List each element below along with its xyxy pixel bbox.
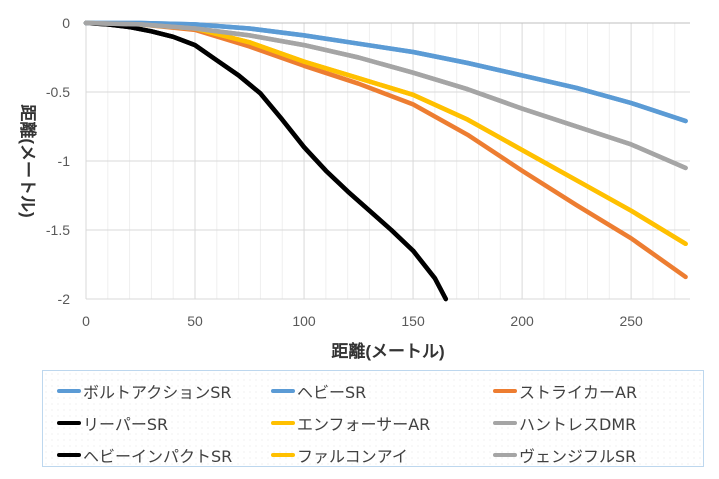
legend-label: リーパーSR (83, 415, 169, 434)
legend-label: エンフォーサーAR (297, 415, 431, 434)
legend-label: ストライカーAR (519, 383, 638, 402)
legend-item: ヘビーSR (271, 379, 366, 403)
x-tick-label: 0 (82, 313, 90, 329)
legend-item: ボルトアクションSR (57, 379, 231, 403)
gridlines (85, 22, 690, 300)
y-tick-label: -2 (58, 291, 71, 307)
line-chart: 0 50 100 150 200 250 0 -0.5 -1 -1.5 -2 距離(メートル) 距離… (18, 15, 690, 361)
x-axis-label: 距離(メートル) (331, 341, 444, 361)
series-line-1 (83, 20, 688, 124)
legend: ボルトアクションSR ヘビーSR ストライカーAR リーパーSR エンフォーサーAR ハン… (42, 370, 704, 467)
legend-label: ヘビーSR (297, 383, 367, 402)
series-line-6 (83, 20, 449, 302)
legend-item: ヴェンジフルSR (493, 443, 636, 467)
legend-swatch (271, 389, 295, 393)
legend-swatch (57, 389, 81, 393)
x-tick-label: 150 (401, 313, 425, 329)
y-tick-label: -1 (58, 153, 71, 169)
x-tick-label: 100 (292, 313, 316, 329)
x-tick-label: 200 (510, 313, 534, 329)
legend-swatch (57, 421, 81, 425)
legend-swatch (271, 421, 295, 425)
series-lines (83, 20, 688, 302)
legend-item: エンフォーサーAR (271, 411, 430, 435)
y-tick-label: -1.5 (46, 222, 70, 238)
legend-label: ヘビーインパクトSR (83, 447, 233, 466)
legend-item: ファルコンアイ (271, 443, 408, 467)
legend-label: ボルトアクションSR (83, 383, 232, 402)
series-line-8 (83, 20, 688, 171)
legend-label: ファルコンアイ (297, 447, 408, 466)
legend-item: リーパーSR (57, 411, 168, 435)
tick-labels: 0 50 100 150 200 250 0 -0.5 -1 -1.5 -2 (46, 15, 643, 329)
legend-swatch (493, 421, 517, 425)
y-tick-label: 0 (62, 15, 70, 31)
y-tick-label: -0.5 (46, 84, 70, 100)
legend-item: ヘビーインパクトSR (57, 443, 232, 467)
legend-swatch (271, 453, 295, 457)
legend-swatch (493, 389, 517, 393)
series-line-2 (83, 20, 688, 280)
legend-swatch (493, 453, 517, 457)
y-axis-label: 距離(メートル) (18, 104, 38, 217)
legend-label: ヴェンジフルSR (519, 447, 637, 466)
legend-label: ハントレスDMR (519, 415, 637, 434)
legend-swatch (57, 453, 81, 457)
legend-item: ストライカーAR (493, 379, 637, 403)
x-tick-label: 50 (187, 313, 203, 329)
legend-item: ハントレスDMR (493, 411, 636, 435)
x-tick-label: 250 (619, 313, 643, 329)
